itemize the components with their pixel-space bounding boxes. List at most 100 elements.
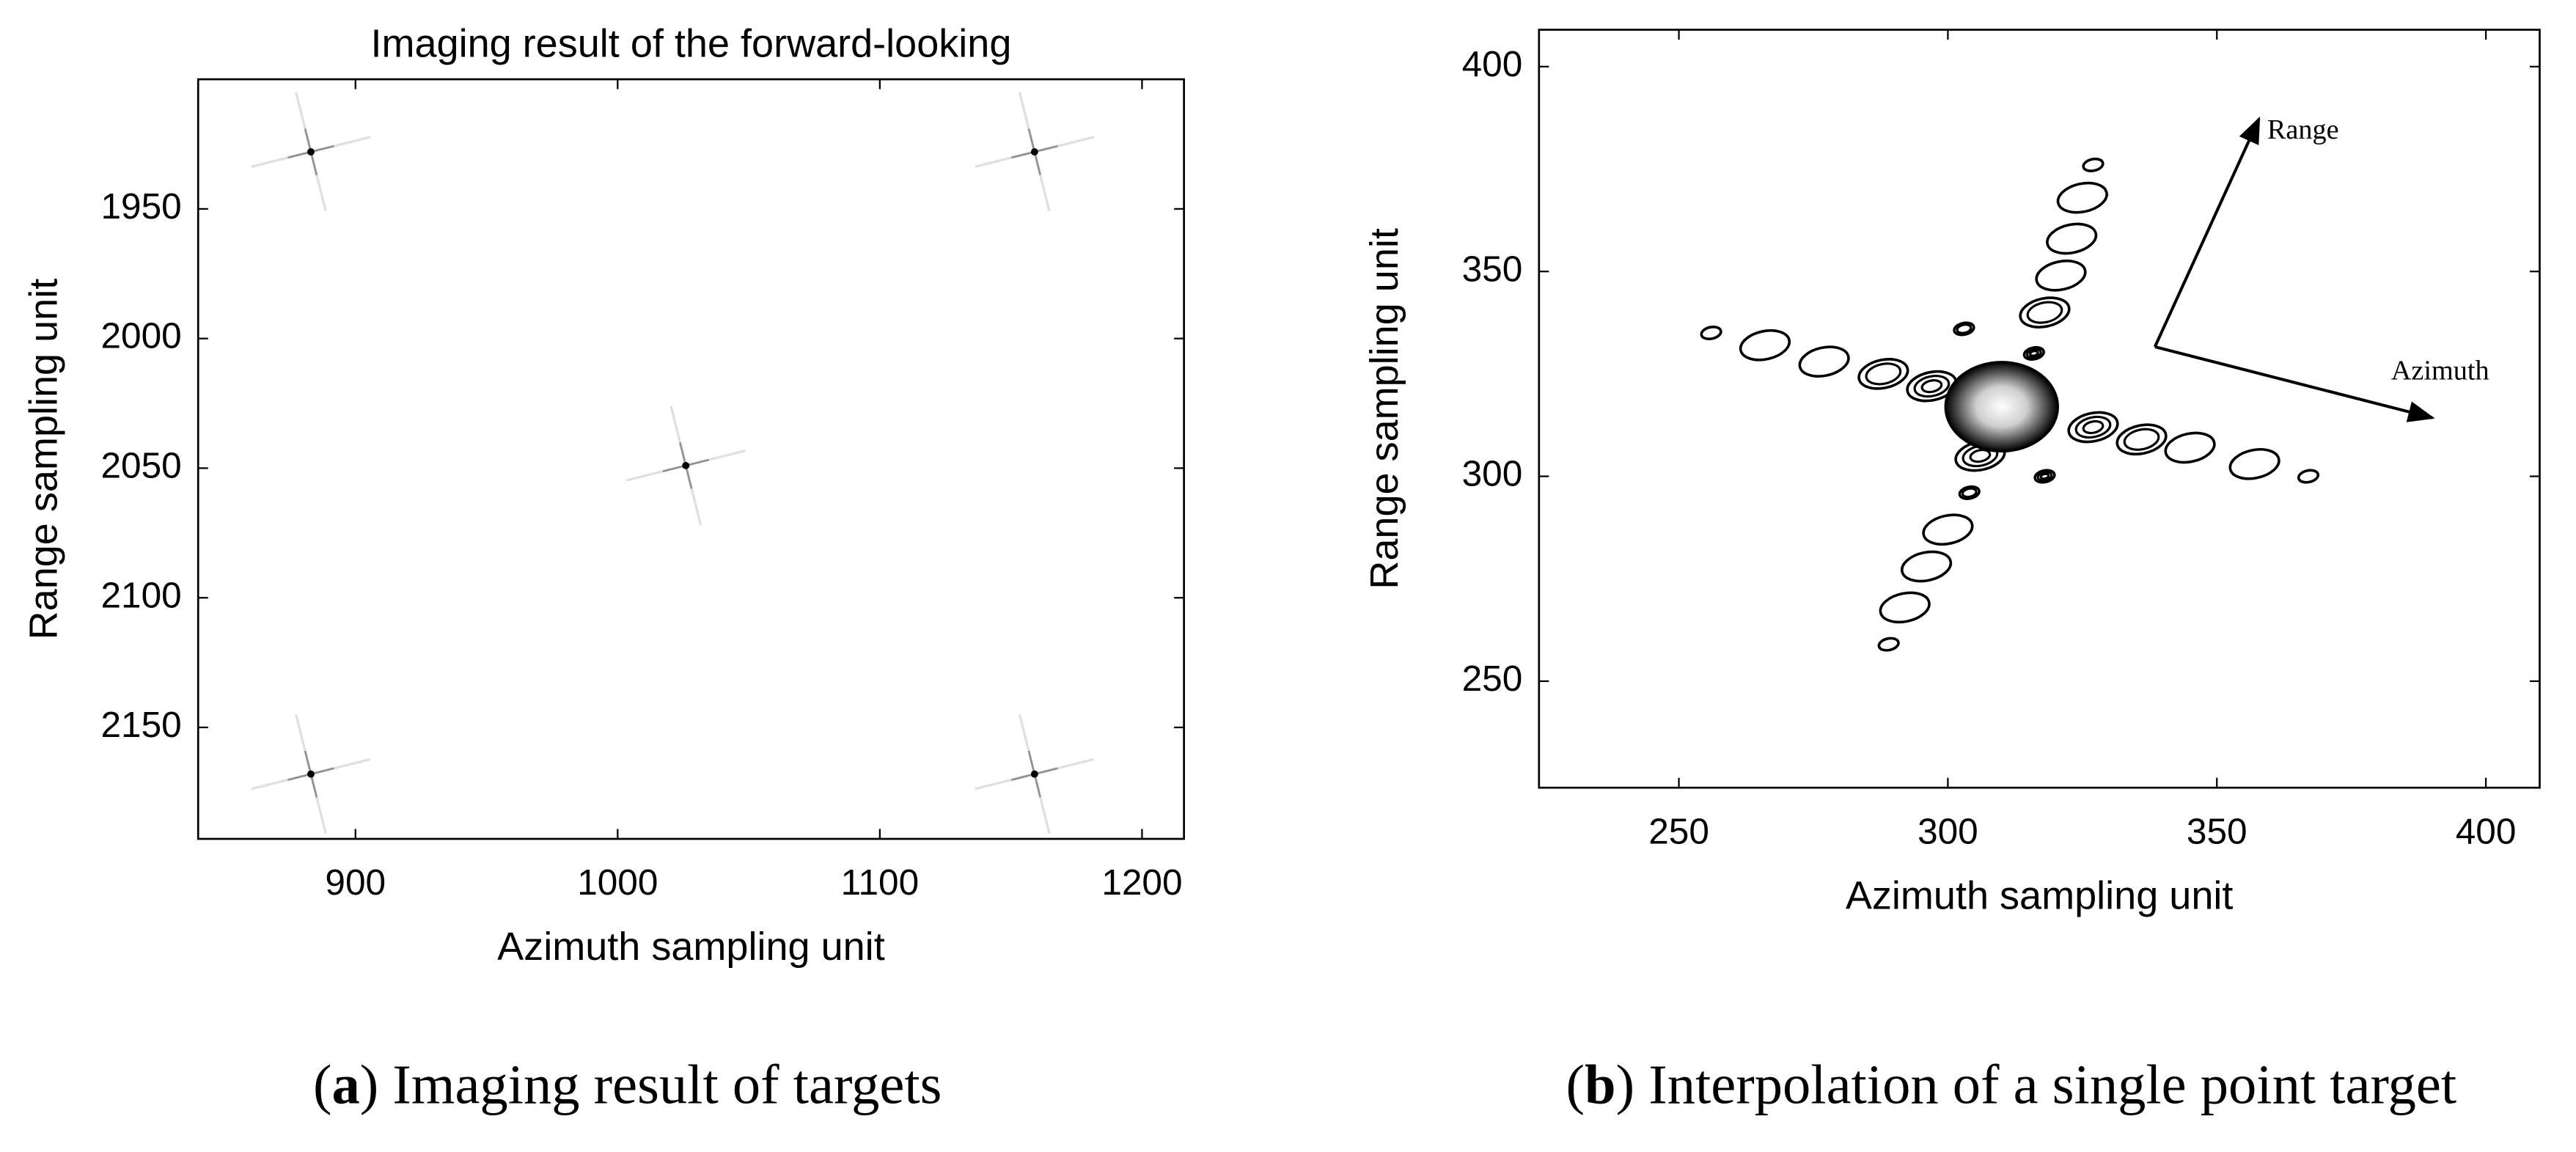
contour-line [1913,375,1951,398]
target-peak [682,461,690,469]
contour-line [1922,513,1974,546]
contour-line [1700,326,1722,341]
contour-lobe [1739,329,1791,362]
x-tick-label: 1200 [1101,862,1182,903]
contour-line [2067,411,2119,444]
caption-part: ) Imaging result of targets [360,1053,942,1115]
annotation: Azimuth [2391,356,2489,386]
caption: (a) Imaging result of targets [313,1053,942,1115]
contour-line [2036,471,2053,482]
target-peak [1030,148,1038,156]
contour-lobe [2228,448,2280,480]
y-tick-label: 1950 [101,186,182,227]
contour-line [2228,448,2280,480]
y-tick-label: 300 [1462,454,1523,494]
contour-lobe [1879,591,1931,624]
contour-line [1956,323,1973,334]
x-tick-label: 1100 [841,862,920,903]
contour-line [2039,472,2050,480]
contour-line [1958,485,1981,500]
caption-part: ( [1566,1053,1585,1115]
x-tick-label: 900 [325,862,386,903]
contour-line [1953,321,1975,337]
contour-lobe [1700,326,1722,341]
contour-line [2019,296,2071,329]
contour-line [2082,419,2105,435]
contour-line [1877,636,1900,652]
y-axis-label: Range sampling unit [1362,228,1406,590]
contour-line [2082,157,2105,172]
plot-frame [1538,29,2541,789]
chart-title: Imaging result of the forward-looking [370,21,1011,65]
target [975,714,1095,834]
y-tick-label: 2000 [101,316,182,356]
contour-lobe [2082,157,2105,172]
contour-line [2164,431,2216,464]
y-tick-label: 250 [1462,658,1523,699]
target-peak [307,770,315,778]
contour-line [1798,345,1850,378]
contour-line [1961,487,1978,499]
contour-lobe [2022,345,2045,361]
contour-lobe [2164,431,2216,464]
azimuth-arrow [2154,345,2435,422]
x-tick-label: 400 [2456,811,2517,851]
plot-area [198,79,1184,840]
contour-lobe [1953,321,1975,337]
x-tick-label: 1000 [577,862,658,903]
contour-line [1739,329,1791,362]
x-axis-label: Azimuth sampling unit [1846,873,2234,917]
contour-lobe [2056,181,2108,214]
range-arrow [2153,116,2261,348]
contour-lobe [1798,345,1850,378]
y-tick-label: 2100 [101,575,182,615]
target [625,406,746,526]
caption-part: ( [313,1053,332,1115]
contour-line [2046,222,2098,255]
contour-line [2116,423,2168,456]
y-tick-label: 2050 [101,446,182,486]
contour-line [2074,415,2112,439]
target-peak [307,148,315,156]
y-tick-label: 400 [1462,44,1523,84]
contour-line [2026,301,2063,324]
contour-lobe [2033,469,2056,484]
x-axis-label: Azimuth sampling unit [497,925,885,969]
contour-line [1879,591,1931,624]
target-peak [1030,770,1038,778]
main-lobe [1944,361,2060,453]
contour-line [2035,259,2087,292]
contour-lobe [2035,259,2087,292]
contour-lobe [2067,411,2119,444]
contour-line [2123,428,2160,451]
y-tick-label: 350 [1462,249,1523,289]
contour-lobe [1922,513,1974,546]
contour-line [1857,358,1909,390]
caption: (b) Interpolation of a single point targ… [1566,1053,2457,1115]
contour-lobe [2297,469,2320,484]
contour-lobe [2019,296,2071,329]
caption-part: ) Interpolation of a single point target [1616,1053,2456,1115]
contour-lobe [1877,636,1900,652]
y-axis-label: Range sampling unit [21,279,65,640]
contour-line [1900,550,1953,583]
target [975,92,1095,212]
contour-lobe [1900,550,1953,583]
annotation: Range [2267,114,2339,145]
y-tick-label: 2150 [101,705,182,745]
contour-line [2297,469,2320,484]
contour-lobe [1857,358,1909,390]
contour-line [2022,345,2045,361]
contour-line [2025,348,2042,359]
caption-part: a [332,1053,360,1115]
caption-part: b [1585,1053,1616,1115]
contour-lobe [2116,423,2168,456]
contour-lobe [2046,222,2098,255]
contour-line [1969,449,1992,463]
contour-line [2056,181,2108,214]
target [251,714,371,834]
x-tick-label: 300 [1918,811,1978,851]
x-tick-label: 350 [2187,811,2247,851]
